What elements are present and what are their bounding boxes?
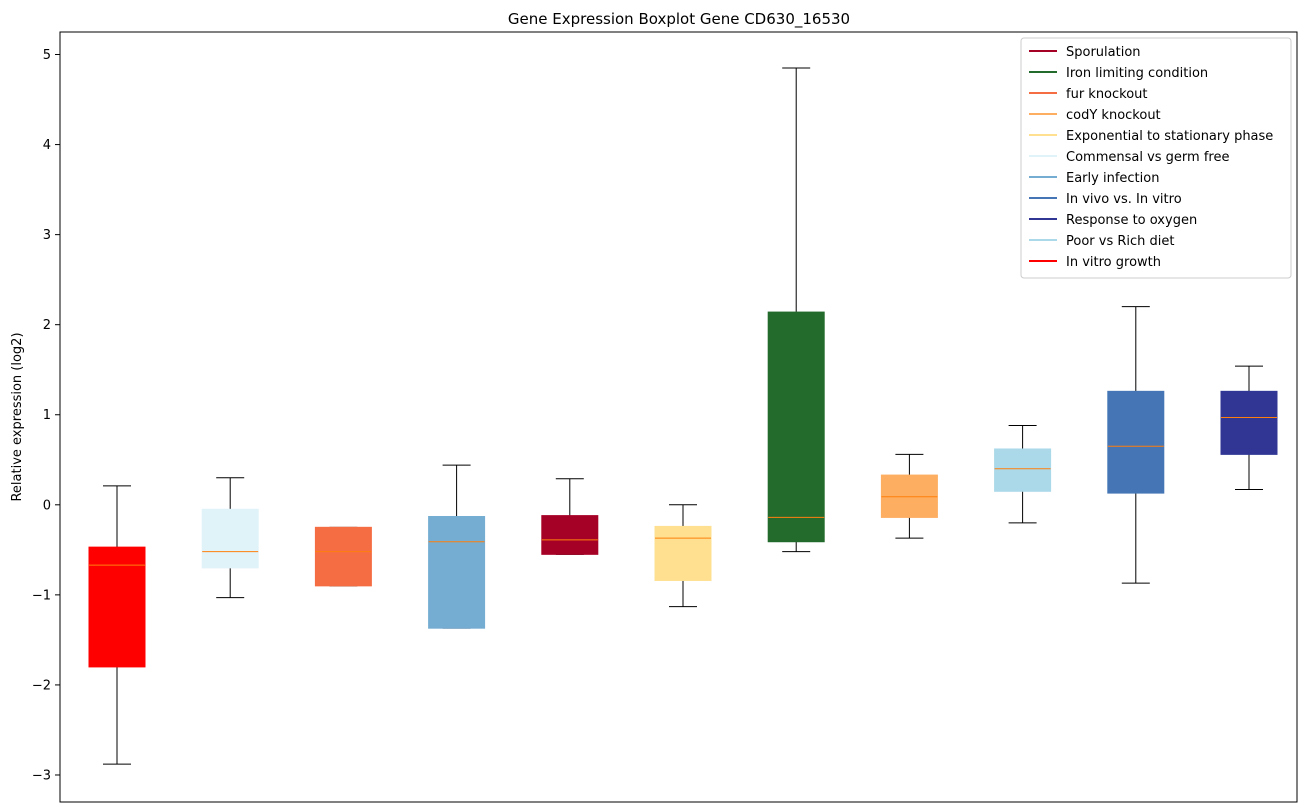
legend-item: fur knockout [1029,87,1148,102]
box-body [1220,390,1278,455]
box-body [654,525,712,581]
y-tick-label: −3 [32,768,51,783]
y-axis-label: Relative expression (log2) [10,332,25,501]
legend-item: codY knockout [1029,108,1161,123]
box-body [428,516,486,629]
y-tick-label: 5 [43,48,51,63]
box-body [201,508,259,569]
legend-label: Commensal vs germ free [1066,150,1229,165]
legend-label: Sporulation [1066,45,1141,60]
legend-item: Poor vs Rich diet [1029,234,1174,249]
box-series [88,67,1278,765]
legend-item: Sporulation [1029,45,1141,60]
legend-label: Poor vs Rich diet [1066,234,1174,249]
y-tick-label: 3 [43,228,51,243]
box-6 [654,504,712,608]
box-4 [428,464,486,629]
box-body [1107,390,1165,494]
box-7 [767,67,825,553]
legend-label: Response to oxygen [1066,213,1197,228]
y-tick-label: −1 [32,588,51,603]
chart-title: Gene Expression Boxplot Gene CD630_16530 [508,10,850,29]
box-body [994,448,1052,492]
box-10 [1107,306,1165,584]
y-tick-label: 2 [43,318,51,333]
legend-item: In vitro growth [1029,255,1161,270]
box-5 [541,478,599,555]
legend-label: codY knockout [1066,108,1161,123]
legend-label: In vitro growth [1066,255,1161,270]
box-body [767,311,825,543]
legend: Sporulation Iron limiting condition fur kn… [1020,37,1292,279]
y-tick-label: 0 [43,498,51,513]
legend-label: fur knockout [1066,87,1148,102]
legend-label: Exponential to stationary phase [1066,129,1273,144]
box-2 [201,477,259,599]
box-11 [1220,365,1278,490]
box-9 [994,425,1052,524]
legend-label: In vivo vs. In vitro [1066,192,1182,207]
legend-item: Iron limiting condition [1029,66,1208,81]
y-tick-label: −2 [32,678,51,693]
box-body [541,515,599,555]
box-3 [314,526,372,587]
legend-item: Early infection [1029,171,1159,186]
legend-label: Early infection [1066,171,1159,186]
legend-frame [1020,37,1292,279]
box-8 [880,453,938,539]
legend-item: Commensal vs germ free [1029,150,1229,165]
box-1 [88,485,146,765]
y-tick-label: 4 [43,138,51,153]
y-tick-label: 1 [43,408,51,423]
legend-item: Response to oxygen [1029,213,1197,228]
box-body [88,546,146,668]
legend-item: Exponential to stationary phase [1029,129,1273,144]
legend-label: Iron limiting condition [1066,66,1208,81]
plot-area-frame [59,31,1298,803]
legend-item: In vivo vs. In vitro [1029,192,1182,207]
box-body [314,526,372,587]
y-axis-ticks: −3 −2 −1 0 1 2 3 4 5 [32,48,60,783]
